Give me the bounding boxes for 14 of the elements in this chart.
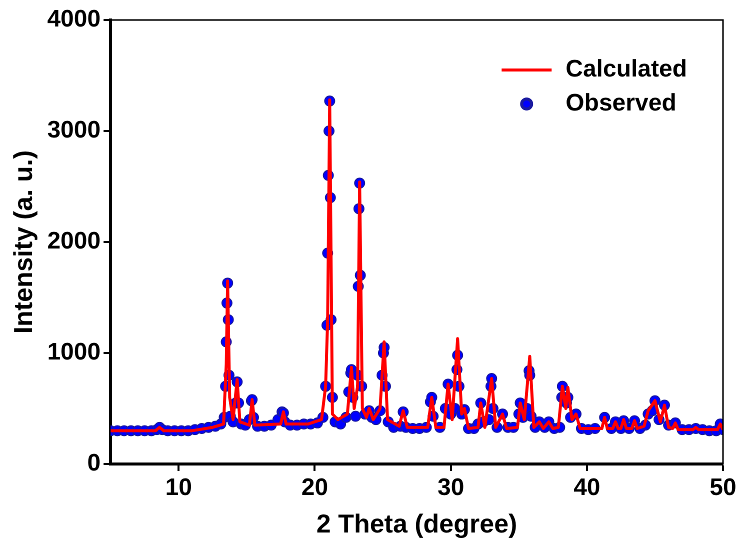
legend-label: Calculated xyxy=(566,56,688,83)
y-axis-title: Intensity (a. u.) xyxy=(8,150,38,334)
x-tick-label: 50 xyxy=(710,474,736,502)
y-tick-label: 2000 xyxy=(47,228,101,255)
y-tick-label: 4000 xyxy=(47,6,101,33)
x-tick-label: 30 xyxy=(437,474,464,502)
legend-label: Observed xyxy=(566,90,676,117)
x-tick-label: 10 xyxy=(165,474,192,502)
x-tick-label: 20 xyxy=(301,474,328,502)
y-tick-label: 3000 xyxy=(47,116,101,144)
x-tick-label: 40 xyxy=(574,474,600,502)
y-tick-label: 0 xyxy=(87,450,101,477)
y-tick-label: 1000 xyxy=(47,338,101,366)
x-axis-title: 2 Theta (degree) xyxy=(316,508,518,539)
